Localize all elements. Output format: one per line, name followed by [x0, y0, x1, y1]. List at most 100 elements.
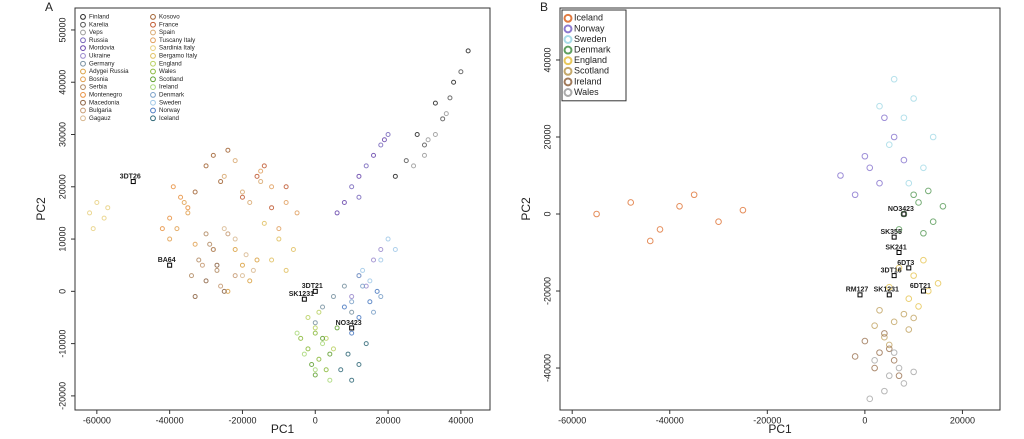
- data-point: [885, 341, 893, 349]
- data-point: [363, 163, 369, 169]
- panel-label: B: [540, 0, 548, 14]
- sample-label: 3DT26: [120, 173, 141, 180]
- data-point: [167, 215, 173, 221]
- data-point: [247, 278, 253, 284]
- legend-symbol: [563, 88, 573, 97]
- data-point: [232, 247, 238, 253]
- sample-label: NO3423: [888, 206, 914, 213]
- data-point: [239, 194, 245, 200]
- legend-label: Spain: [159, 29, 175, 36]
- legend-label: Montenegro: [89, 92, 123, 99]
- sample-label: BA64: [158, 257, 176, 264]
- legend-label: Mordovia: [89, 45, 115, 52]
- data-point: [676, 203, 683, 210]
- data-point: [905, 295, 913, 303]
- data-point: [465, 48, 471, 54]
- data-point: [374, 288, 380, 294]
- data-point: [312, 325, 318, 331]
- data-point: [254, 173, 260, 179]
- data-point: [900, 310, 908, 318]
- data-point: [885, 283, 893, 291]
- sample-label: 6DT21: [910, 283, 931, 290]
- x-tick-label: 40000: [448, 415, 473, 425]
- legend-label: Norway: [574, 23, 605, 33]
- legend-box: [77, 10, 223, 126]
- data-point: [356, 314, 362, 320]
- data-point: [381, 137, 387, 143]
- data-point: [403, 158, 409, 164]
- plot-frame: [74, 7, 491, 411]
- data-point: [261, 220, 267, 226]
- legend-label: Norway: [159, 107, 181, 114]
- y-tick-label: 0: [542, 211, 552, 216]
- data-point: [254, 257, 260, 263]
- legend-label: Tuscany Italy: [159, 37, 196, 44]
- legend-label: Iceland: [574, 13, 603, 23]
- data-point: [320, 335, 326, 341]
- data-point: [188, 273, 194, 279]
- data-point: [920, 164, 927, 172]
- sample-marker: [896, 250, 902, 256]
- data-point: [105, 205, 111, 211]
- data-point: [837, 172, 844, 179]
- data-point: [915, 199, 922, 206]
- sample-marker: [891, 273, 897, 279]
- y-tick-label: 40000: [57, 70, 67, 95]
- data-point: [910, 368, 917, 376]
- sample-label: SK355: [880, 229, 902, 236]
- data-point: [871, 322, 878, 329]
- data-point: [276, 226, 282, 232]
- y-tick-label: 0: [57, 289, 67, 294]
- data-point: [895, 264, 903, 272]
- sample-label: SK1231: [289, 291, 314, 298]
- legend-label: France: [159, 21, 179, 28]
- legend-symbol: [80, 115, 86, 122]
- data-point: [330, 294, 336, 300]
- data-point: [939, 203, 947, 210]
- data-point: [203, 231, 209, 237]
- data-point: [929, 133, 937, 141]
- data-point: [871, 364, 878, 372]
- data-point: [890, 357, 898, 364]
- x-tick-label: 20000: [376, 415, 401, 425]
- data-point: [258, 168, 264, 174]
- data-point: [225, 231, 231, 237]
- data-point: [646, 237, 654, 245]
- data-point: [378, 142, 384, 148]
- legend-symbol: [150, 107, 156, 114]
- data-point: [269, 184, 275, 190]
- data-point: [895, 372, 903, 380]
- legend-symbol: [150, 92, 156, 98]
- sample-marker: [886, 292, 892, 298]
- legend-symbol: [563, 66, 573, 76]
- legend-symbol: [80, 60, 86, 67]
- data-point: [356, 273, 362, 279]
- y-axis-label: PC2: [519, 197, 533, 221]
- legend-symbol: [80, 21, 86, 28]
- data-point: [900, 210, 908, 218]
- data-point: [341, 199, 347, 205]
- x-tick-label: -20000: [753, 415, 781, 425]
- data-point: [210, 247, 216, 253]
- sample-marker: [167, 262, 173, 268]
- legend-label: Denmark: [574, 44, 611, 54]
- sample-label: SK241: [885, 244, 907, 251]
- sample-marker: [301, 296, 307, 302]
- data-point: [371, 152, 377, 158]
- data-point: [312, 330, 318, 336]
- data-point: [367, 299, 373, 305]
- legend-label: England: [574, 55, 607, 65]
- data-point: [250, 267, 256, 273]
- data-point: [185, 205, 191, 211]
- data-point: [283, 267, 289, 273]
- data-point: [356, 173, 362, 179]
- legend-symbol: [80, 68, 86, 75]
- data-point: [378, 257, 384, 263]
- data-point: [876, 306, 883, 314]
- data-point: [871, 357, 878, 364]
- data-point: [920, 256, 927, 264]
- data-point: [890, 75, 898, 83]
- data-point: [895, 364, 903, 372]
- sample-label: 3DT16: [881, 267, 902, 274]
- legend-symbol: [150, 37, 156, 44]
